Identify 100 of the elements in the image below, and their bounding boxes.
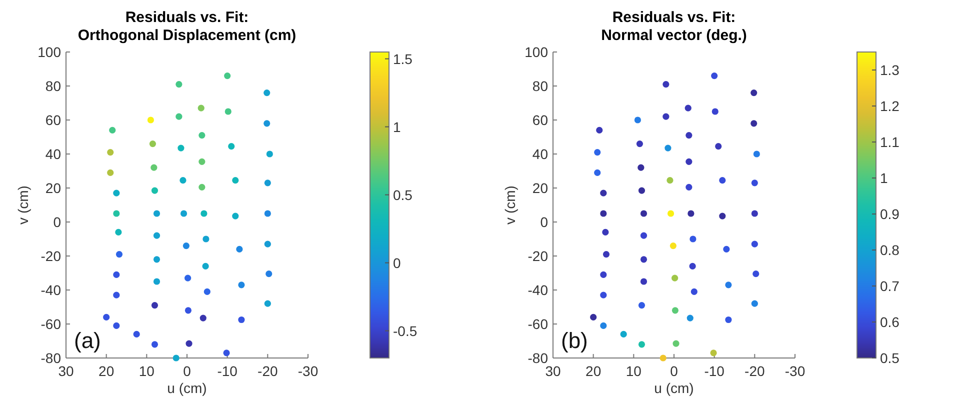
- point: [751, 180, 758, 186]
- y-tick-label: -40: [40, 282, 62, 298]
- point: [666, 177, 674, 184]
- y-axis-title: v (cm): [502, 186, 518, 224]
- y-tick-label: 80: [45, 78, 62, 94]
- y-tick-label: -80: [528, 350, 548, 366]
- color-bar-label: 1.3: [880, 62, 900, 78]
- annotation: (a): [74, 328, 101, 353]
- x-tick-label: 30: [58, 363, 74, 379]
- point: [596, 126, 603, 134]
- y-tick-label: 80: [532, 78, 548, 94]
- y-tick-label: -20: [40, 248, 62, 264]
- point: [751, 240, 758, 248]
- point: [198, 104, 204, 112]
- point: [113, 292, 120, 298]
- color-bar-label: 0.6: [880, 314, 900, 330]
- point: [640, 278, 648, 285]
- point: [600, 190, 607, 196]
- point: [751, 300, 758, 307]
- point: [753, 150, 760, 158]
- point: [107, 149, 114, 156]
- point: [600, 322, 607, 329]
- point: [232, 177, 239, 184]
- point: [153, 232, 160, 239]
- color-bar-label: 1.2: [880, 98, 900, 114]
- point: [264, 210, 271, 217]
- y-tick-label: 20: [532, 180, 548, 196]
- y-tick-label: 100: [38, 44, 62, 60]
- point: [688, 210, 694, 217]
- point: [198, 158, 206, 165]
- point: [228, 143, 235, 150]
- chart-title: Residuals vs. Fit: Normal vector (deg.): [601, 9, 747, 44]
- point: [620, 330, 627, 338]
- point: [182, 242, 190, 250]
- point: [725, 282, 732, 288]
- color-bar-label: 1.1: [880, 134, 900, 150]
- point: [115, 228, 122, 236]
- point: [690, 288, 698, 295]
- point: [238, 282, 245, 288]
- point: [672, 274, 678, 282]
- point: [200, 314, 206, 322]
- y-tick-label: 40: [532, 146, 548, 162]
- point: [719, 212, 726, 220]
- point: [236, 246, 243, 252]
- point: [266, 270, 272, 278]
- color-bar-label: 0.5: [393, 186, 413, 203]
- point: [640, 232, 648, 239]
- point: [672, 340, 680, 347]
- point: [113, 210, 120, 217]
- point: [752, 270, 760, 278]
- point: [689, 262, 696, 270]
- point: [686, 158, 692, 165]
- color-bar-label: 0.5: [880, 350, 900, 366]
- point: [113, 322, 120, 329]
- point: [664, 144, 672, 152]
- point: [750, 120, 758, 127]
- point: [224, 108, 232, 115]
- point: [638, 341, 646, 348]
- point: [184, 274, 192, 282]
- point: [662, 113, 670, 120]
- point: [264, 300, 271, 307]
- x-tick-label: 0: [183, 363, 192, 379]
- x-tick-label: -10: [704, 363, 725, 379]
- point: [153, 278, 160, 285]
- point: [264, 120, 270, 127]
- color-bar-label: -0.5: [393, 322, 418, 339]
- point: [602, 251, 610, 258]
- point: [640, 256, 648, 263]
- point: [723, 246, 730, 252]
- point: [711, 72, 718, 80]
- x-tick-label: -10: [217, 363, 238, 379]
- point: [670, 242, 676, 250]
- color-bar-label: 1: [880, 170, 888, 186]
- color-bar-label: 0: [393, 254, 401, 271]
- point: [224, 72, 231, 80]
- y-tick-label: 20: [45, 180, 62, 196]
- point: [116, 251, 123, 258]
- point: [202, 262, 209, 270]
- point: [150, 164, 158, 171]
- point: [149, 140, 156, 148]
- y-tick-label: -80: [40, 350, 62, 366]
- point: [184, 307, 192, 314]
- point: [266, 150, 273, 158]
- x-tick-label: -30: [298, 363, 318, 379]
- point: [751, 210, 758, 217]
- x-axis-title: u (cm): [654, 380, 694, 396]
- point: [686, 314, 694, 322]
- x-tick-label: 20: [586, 363, 602, 379]
- point: [264, 240, 271, 248]
- x-tick-label: 10: [138, 363, 155, 379]
- point: [186, 340, 192, 347]
- point: [113, 271, 120, 278]
- point: [109, 126, 116, 134]
- point: [602, 228, 609, 236]
- x-tick-label: 30: [545, 363, 561, 379]
- point: [600, 271, 607, 278]
- point: [719, 177, 726, 184]
- point: [147, 116, 154, 124]
- y-tick-label: 0: [540, 214, 548, 230]
- color-bar-label: 0.7: [880, 278, 900, 294]
